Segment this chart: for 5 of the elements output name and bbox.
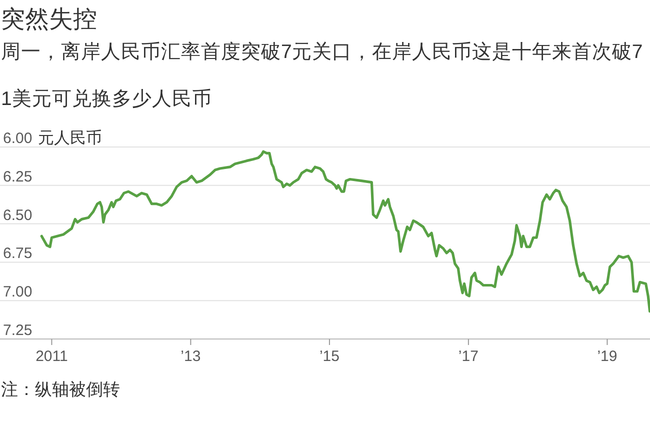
ylabel: 元人民币: [38, 130, 102, 147]
annotation: 1美元可兑换多少人民币: [1, 88, 212, 110]
title: 突然失控: [1, 6, 97, 33]
subtitle: 周一，离岸人民币汇率首度突破7元关口，在岸人民币这是十年来首次破7: [1, 41, 643, 63]
annotation: 注：纵轴被倒转: [1, 380, 120, 399]
